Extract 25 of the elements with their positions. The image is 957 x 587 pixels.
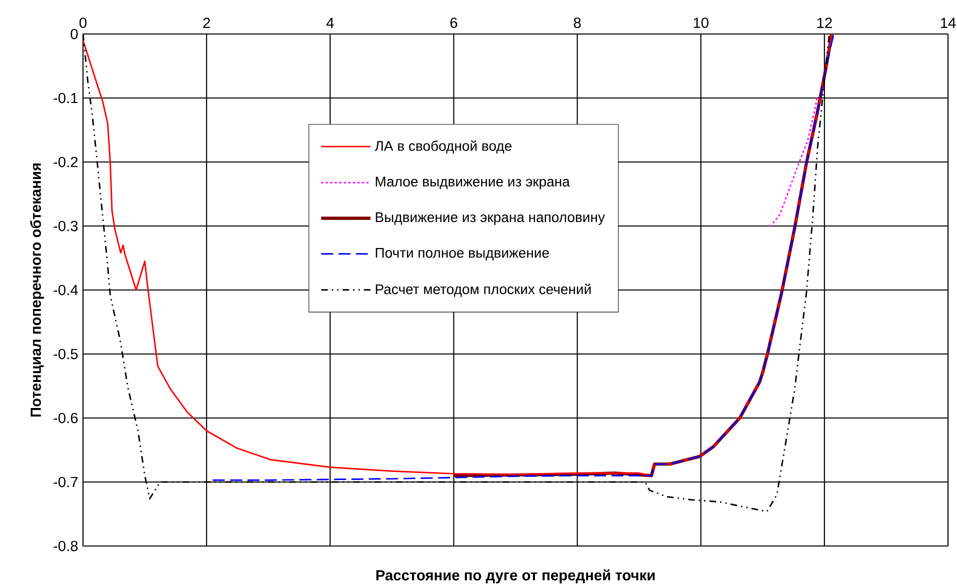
x-tick-label: 0 [79,18,86,28]
y-tick-label: -0.7 [54,476,78,488]
x-tick-label: 6 [450,18,458,28]
y-tick-label: -0.8 [54,540,78,552]
y-tick-label: 0 [70,28,78,40]
x-tick-label: 10 [694,18,708,28]
y-tick-label: -0.1 [54,92,78,104]
legend-label: Малое выдвижение из экрана [376,176,570,190]
line-series [769,97,818,228]
y-tick-label: -0.6 [54,412,78,424]
y-axis-title: Потенциал поперечного обтекания [30,163,44,417]
legend-label: Выдвижение из экрана наполовину [376,212,605,225]
y-tick-label: -0.4 [54,284,78,296]
x-tick-label: 14 [940,18,956,28]
x-tick-label: 12 [817,18,832,28]
legend-label: ЛА в свободной воде [374,140,512,154]
x-tick-label: 8 [574,18,581,28]
x-axis-title: Расстояние по дуге от передней точки [376,569,655,584]
y-tick-label: -0.5 [54,348,78,360]
y-tick-label: -0.2 [54,156,78,168]
x-tick-label: 2 [203,18,210,28]
legend-label: Почти полное выдвижение [376,248,549,260]
x-tick-label: 4 [326,18,334,28]
legend-label: Расчет методом плоских сечений [376,284,591,297]
y-tick-label: -0.3 [54,220,78,232]
